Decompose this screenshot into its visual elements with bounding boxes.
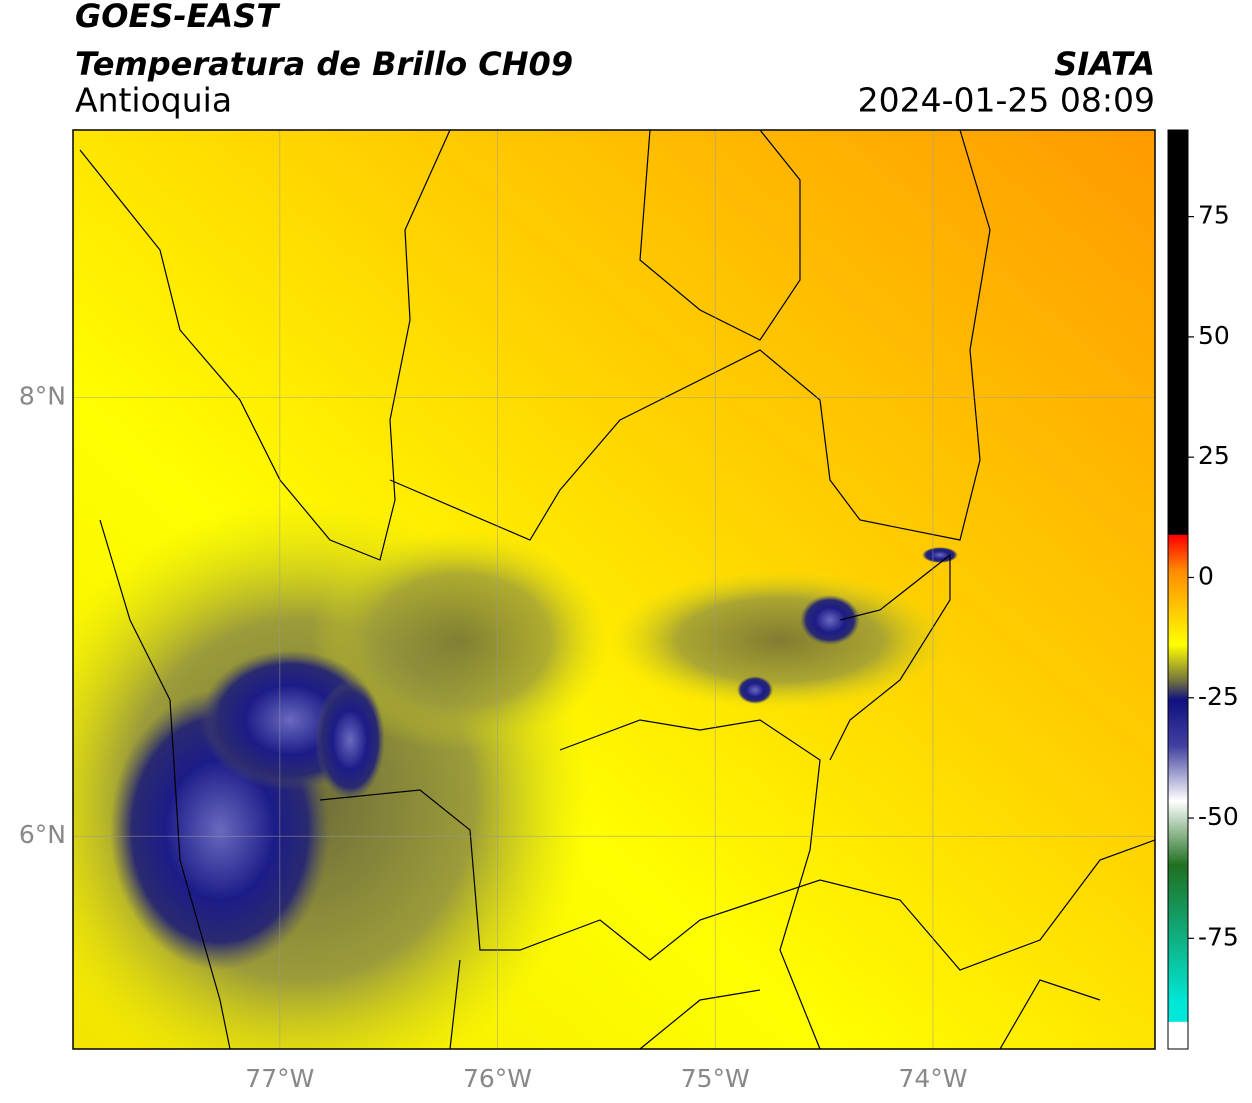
- colorbar-tick-label: -25: [1198, 682, 1239, 711]
- map-frame: [72, 129, 1156, 1050]
- colorbar-tick-label: -75: [1198, 922, 1239, 951]
- colorbar-tick-label: 25: [1198, 441, 1230, 470]
- lon-tick-label: 76°W: [463, 1064, 532, 1093]
- colorbar-tick-label: -50: [1198, 802, 1239, 831]
- lat-tick-label: 6°N: [19, 820, 66, 849]
- lon-tick-label: 74°W: [898, 1064, 967, 1093]
- subtitle: Temperatura de Brillo CH09: [75, 45, 573, 83]
- timestamp: 2024-01-25 08:09: [858, 81, 1155, 120]
- lat-tick-label: 8°N: [19, 382, 66, 411]
- colorbar-tick-label: 50: [1198, 321, 1230, 350]
- lon-tick-label: 77°W: [245, 1064, 314, 1093]
- lon-tick-label: 75°W: [681, 1064, 750, 1093]
- title: GOES-EAST: [75, 0, 280, 35]
- colorbar: [1167, 129, 1189, 1050]
- colorbar-tick-label: 75: [1198, 201, 1230, 230]
- source: SIATA: [1054, 45, 1155, 83]
- colorbar-tick-label: 0: [1198, 561, 1214, 590]
- grid: [73, 130, 1155, 1049]
- map-image: [73, 130, 1155, 1049]
- region: Antioquia: [75, 81, 232, 120]
